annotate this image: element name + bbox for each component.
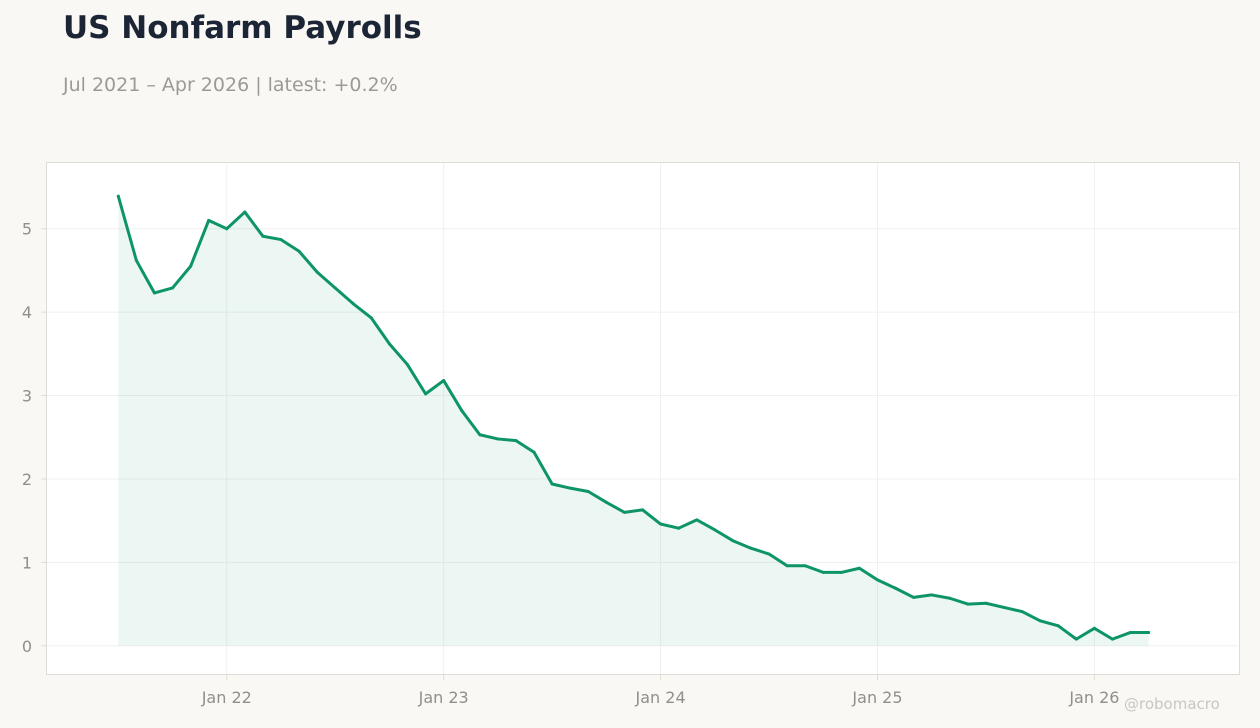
- data-point: [604, 500, 608, 504]
- data-point: [568, 486, 572, 490]
- data-point: [1038, 619, 1042, 623]
- data-point: [387, 342, 391, 346]
- data-point: [695, 518, 699, 522]
- x-tick-label: Jan 22: [201, 688, 252, 707]
- y-tick-label: 1: [22, 553, 32, 572]
- data-point: [1074, 637, 1078, 641]
- data-point: [1056, 624, 1060, 628]
- data-point: [189, 264, 193, 268]
- data-point: [478, 433, 482, 437]
- data-point: [116, 194, 120, 198]
- data-point: [171, 286, 175, 290]
- data-point: [677, 526, 681, 530]
- data-point: [1092, 626, 1096, 630]
- data-point: [1147, 630, 1151, 634]
- watermark: @robomacro: [1124, 695, 1220, 713]
- series-area: [118, 196, 1149, 646]
- data-point: [641, 508, 644, 512]
- data-point: [912, 595, 916, 599]
- grid: [47, 163, 1238, 674]
- data-point: [1002, 605, 1006, 609]
- data-point: [586, 489, 590, 493]
- data-point: [351, 302, 355, 306]
- data-point: [369, 316, 373, 320]
- data-point: [803, 564, 807, 568]
- data-point: [821, 570, 825, 574]
- data-point: [984, 601, 988, 605]
- data-point: [297, 249, 301, 253]
- data-point: [424, 392, 428, 396]
- data-point: [966, 602, 970, 606]
- data-point: [839, 570, 843, 574]
- chart-subtitle: Jul 2021 – Apr 2026 | latest: +0.2%: [63, 74, 398, 96]
- data-point: [406, 363, 410, 367]
- data-point: [713, 528, 717, 532]
- data-point: [930, 593, 934, 597]
- x-tick-label: Jan 24: [635, 688, 686, 707]
- y-tick-label: 2: [22, 470, 32, 489]
- data-point: [315, 270, 319, 274]
- x-tick-label: Jan 26: [1068, 688, 1119, 707]
- data-point: [442, 379, 446, 383]
- data-point: [134, 258, 138, 262]
- data-point: [659, 522, 663, 526]
- data-point: [460, 409, 464, 413]
- series-layer: [116, 194, 1151, 646]
- data-point: [152, 291, 156, 295]
- data-point: [243, 210, 247, 214]
- x-tick-label: Jan 23: [418, 688, 469, 707]
- data-point: [496, 437, 500, 441]
- data-point: [279, 238, 283, 242]
- data-point: [749, 546, 753, 550]
- data-point: [1129, 630, 1133, 634]
- x-tick-label: Jan 25: [851, 688, 902, 707]
- data-point: [225, 227, 229, 231]
- data-point: [207, 218, 211, 222]
- data-point: [894, 586, 898, 590]
- data-point: [857, 566, 861, 570]
- data-point: [875, 578, 879, 582]
- data-point: [731, 539, 735, 543]
- data-point: [261, 234, 265, 238]
- data-point: [622, 510, 626, 514]
- data-point: [550, 482, 554, 486]
- x-axis: Jan 22 Jan 23 Jan 24 Jan 25 Jan 26: [201, 675, 1119, 707]
- y-tick-label: 0: [22, 637, 32, 656]
- chart-title: US Nonfarm Payrolls: [63, 10, 422, 46]
- y-tick-label: 3: [22, 387, 32, 406]
- series-line: [116, 194, 1151, 641]
- data-point: [767, 552, 771, 556]
- plot-area: [46, 162, 1240, 675]
- y-axis: 0 1 2 3 4 5: [22, 220, 46, 656]
- data-point: [1020, 610, 1024, 614]
- data-point: [785, 564, 789, 568]
- data-point: [514, 439, 518, 443]
- data-point: [532, 450, 536, 454]
- data-point: [948, 596, 952, 600]
- data-point: [333, 286, 337, 290]
- y-tick-label: 5: [22, 220, 32, 239]
- y-tick-label: 4: [22, 303, 32, 322]
- data-point: [1110, 637, 1114, 641]
